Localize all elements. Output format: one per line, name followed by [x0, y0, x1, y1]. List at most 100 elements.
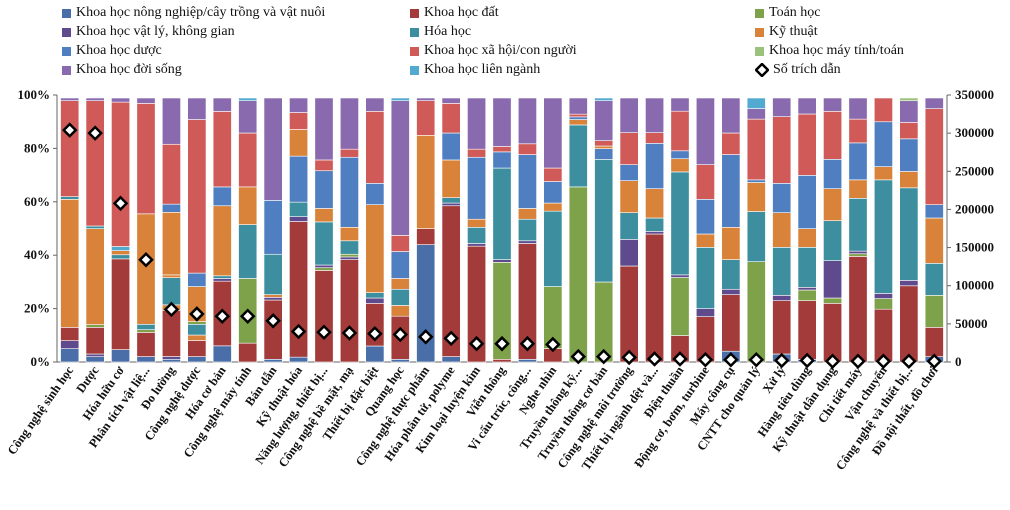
bar-segment — [187, 321, 207, 325]
bar-segment — [848, 118, 868, 144]
bar-segment — [848, 250, 868, 255]
bar-segment — [517, 154, 537, 209]
bar-segment — [60, 340, 80, 349]
bar-segment — [543, 181, 563, 204]
bar-segment — [594, 145, 614, 149]
bar-segment — [187, 272, 207, 287]
bar-segment — [746, 182, 766, 212]
bar-segment — [85, 324, 105, 328]
bar-segment — [314, 159, 334, 172]
citation-marker — [214, 308, 231, 324]
bar-segment — [670, 97, 690, 112]
bar-segment — [467, 148, 487, 158]
bar-segment — [263, 294, 283, 298]
bar-segment — [365, 111, 385, 184]
legend-item: Khoa học vật lý, không gian — [62, 23, 235, 41]
bar-segment — [212, 97, 232, 112]
bar-segment — [746, 97, 766, 109]
legend-swatch — [62, 65, 71, 75]
legend-label: Kỹ thuật — [769, 24, 818, 39]
bar-segment — [441, 356, 461, 363]
bar-segment — [695, 308, 715, 317]
bar-segment — [441, 97, 461, 104]
bar-segment — [85, 228, 105, 325]
citation-marker — [621, 349, 637, 366]
bar-segment — [161, 356, 181, 360]
bar-segment — [136, 329, 156, 333]
bar-segment — [492, 151, 512, 169]
bar-segment — [111, 254, 131, 260]
bar-segment — [899, 280, 919, 287]
bar-segment — [492, 259, 512, 263]
legend-swatch — [62, 8, 71, 18]
citation-marker — [367, 326, 383, 342]
bar-segment — [645, 188, 665, 219]
bar-segment — [136, 332, 156, 357]
bar-segment — [161, 143, 181, 205]
bar-segment — [161, 97, 181, 145]
bar-segment — [695, 164, 715, 200]
bar-segment — [161, 277, 181, 306]
bar-segment — [873, 97, 893, 123]
bar-segment — [746, 118, 766, 181]
bar-segment — [594, 140, 614, 147]
citation-marker — [87, 125, 103, 141]
bar-segment — [670, 274, 690, 278]
legend-item: Khoa học xã hội/con người — [410, 42, 577, 60]
bar-segment — [161, 203, 181, 213]
bar-segment — [187, 323, 207, 336]
bar-segment — [899, 138, 919, 172]
legend-label: Khoa học đời sống — [76, 62, 182, 77]
bar-segment — [263, 297, 283, 301]
y-tick-label-right: 0 — [955, 354, 962, 369]
y-tick-label-right: 100000 — [955, 278, 994, 293]
y-tick-label-right: 200000 — [955, 201, 994, 216]
legend-label: Khoa học xã hội/con người — [424, 43, 577, 58]
bar-segment — [289, 155, 309, 203]
citation-marker — [61, 122, 78, 138]
bar-segment — [60, 348, 80, 363]
bar-segment — [263, 299, 283, 360]
citation-marker — [875, 353, 892, 370]
bar-segment — [670, 277, 690, 336]
bar-segment — [136, 213, 156, 325]
bar-segment — [823, 97, 843, 112]
y-tick-label-left: 0% — [31, 354, 51, 369]
bar-segment — [314, 270, 334, 363]
bar-segment — [543, 97, 563, 169]
bar-segment — [543, 210, 563, 287]
bar-segment — [60, 327, 80, 341]
bar-segment — [619, 265, 639, 363]
bar-segment — [873, 166, 893, 181]
y-tick-label-left: 80% — [24, 140, 50, 155]
bar-segment — [670, 110, 690, 152]
bar-segment — [670, 171, 690, 276]
bar-segment — [568, 119, 588, 126]
bar-segment — [492, 97, 512, 147]
bar-segment — [212, 278, 232, 282]
bar-segment — [670, 150, 690, 160]
legend-swatch — [410, 46, 419, 56]
bar-segment — [797, 97, 817, 115]
bar-segment — [187, 119, 207, 274]
legend-label: Số trích dẫn — [773, 62, 841, 77]
bar-segment — [60, 100, 80, 197]
bar-segment — [289, 112, 309, 130]
citation-marker — [850, 353, 866, 370]
citation-marker — [392, 326, 409, 343]
bar-segment — [543, 167, 563, 182]
bar-segment — [772, 97, 792, 117]
bar-segment — [899, 97, 919, 102]
legend-label: Khoa học đất — [424, 5, 499, 20]
bar-segment — [899, 171, 919, 189]
bar-segment — [467, 218, 487, 228]
bar-segment — [289, 129, 309, 157]
bar-segment — [187, 97, 207, 120]
citation-marker — [138, 252, 154, 268]
bar-segment — [645, 97, 665, 133]
bar-segment — [314, 221, 334, 266]
bar-segment — [848, 256, 868, 363]
bar-segment — [645, 231, 665, 235]
bar-segment — [136, 103, 156, 215]
bar-segment — [212, 275, 232, 279]
